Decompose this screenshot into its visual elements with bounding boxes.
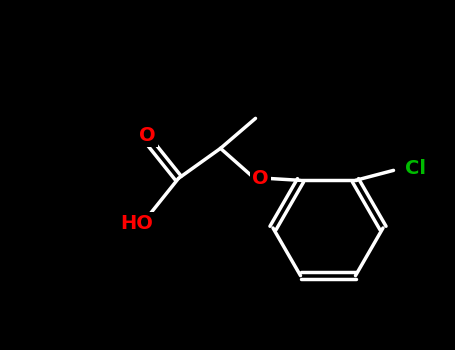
Text: O: O xyxy=(139,126,156,145)
Text: HO: HO xyxy=(120,214,153,233)
Text: Cl: Cl xyxy=(405,159,426,178)
Text: O: O xyxy=(252,169,269,188)
